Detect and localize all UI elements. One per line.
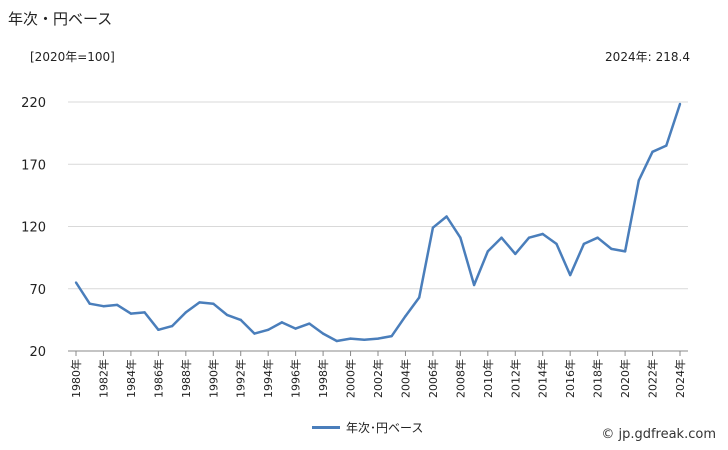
data-point (212, 302, 215, 305)
data-point (280, 321, 284, 324)
x-tick-label: 1992年 (234, 359, 248, 398)
x-tick-label: 1990年 (206, 359, 220, 398)
x-tick-label: 1994年 (261, 359, 275, 398)
data-point (500, 236, 503, 239)
x-tick-label: 1984年 (124, 359, 138, 398)
latest-value-note: 2024年: 218.4 (601, 48, 690, 65)
chart-title: 年次・円ベース (8, 10, 113, 28)
x-tick-label: 2000年 (344, 359, 358, 398)
data-point (555, 242, 558, 246)
data-point (308, 322, 311, 325)
data-point (514, 252, 517, 256)
data-point (294, 327, 297, 330)
data-point (678, 102, 682, 106)
data-point (390, 334, 393, 338)
data-point (459, 236, 462, 239)
data-point (335, 339, 339, 343)
data-point (253, 332, 256, 335)
x-tick-label: 2024年 (673, 359, 687, 398)
data-point (541, 232, 544, 236)
y-tick-label: 170 (21, 158, 46, 173)
x-tick-label: 2020年 (618, 359, 632, 398)
x-tick-label: 1980年 (69, 359, 83, 398)
x-tick-label: 1998年 (316, 359, 330, 398)
data-point (88, 302, 91, 305)
data-point (582, 242, 586, 246)
data-point (431, 226, 435, 229)
data-point (651, 150, 654, 153)
data-point (102, 304, 105, 308)
data-point (596, 236, 599, 239)
x-tick-label: 2004年 (398, 359, 412, 398)
data-point (143, 311, 146, 314)
data-point (363, 338, 366, 341)
x-tick-label: 2022年 (646, 359, 660, 398)
data-point (115, 303, 119, 307)
latest-label: 2024年: (605, 50, 652, 64)
legend-swatch (312, 426, 340, 429)
x-tick-label: 2012年 (508, 359, 522, 398)
data-point (610, 247, 613, 251)
unit-note: [2020年=100] (30, 50, 115, 64)
x-tick-label: 1982年 (96, 359, 110, 398)
x-tick-label: 2014年 (536, 359, 550, 398)
data-point (170, 324, 174, 328)
legend-label: 年次･円ベース (346, 421, 424, 435)
data-point (239, 318, 242, 322)
data-point (198, 301, 201, 304)
data-point (184, 311, 188, 314)
source-credit: © jp.gdfreak.com (601, 427, 716, 442)
data-point (445, 215, 448, 218)
data-point (129, 312, 133, 315)
data-point (472, 283, 476, 287)
data-point (568, 273, 572, 277)
x-tick-label: 2016年 (563, 359, 577, 398)
x-tick-label: 1986年 (151, 359, 165, 398)
data-point (527, 236, 531, 239)
x-tick-label: 2008年 (453, 359, 467, 398)
latest-value: 218.4 (655, 50, 690, 64)
legend: 年次･円ベース (312, 419, 423, 436)
data-point (417, 296, 421, 299)
x-tick-label: 2018年 (591, 359, 605, 398)
data-point (376, 337, 380, 340)
data-point (404, 314, 407, 318)
data-point (157, 328, 160, 332)
data-point (74, 281, 78, 284)
data-point (225, 313, 229, 317)
data-point (266, 328, 270, 332)
data-point (637, 179, 641, 182)
data-point (665, 144, 668, 147)
x-tick-label: 1996年 (289, 359, 303, 398)
x-tick-label: 1988年 (179, 359, 193, 398)
data-point (349, 337, 352, 340)
x-tick-label: 2002年 (371, 359, 385, 398)
series-line (74, 103, 682, 343)
x-tick-label: 2010年 (481, 359, 495, 398)
y-tick-label: 70 (29, 283, 46, 298)
data-point (486, 250, 490, 253)
data-point (321, 332, 325, 335)
data-point (623, 250, 627, 253)
y-tick-label: 20 (29, 345, 46, 360)
y-tick-label: 120 (21, 221, 46, 236)
y-tick-label: 220 (21, 96, 46, 111)
x-tick-label: 2006年 (426, 359, 440, 398)
